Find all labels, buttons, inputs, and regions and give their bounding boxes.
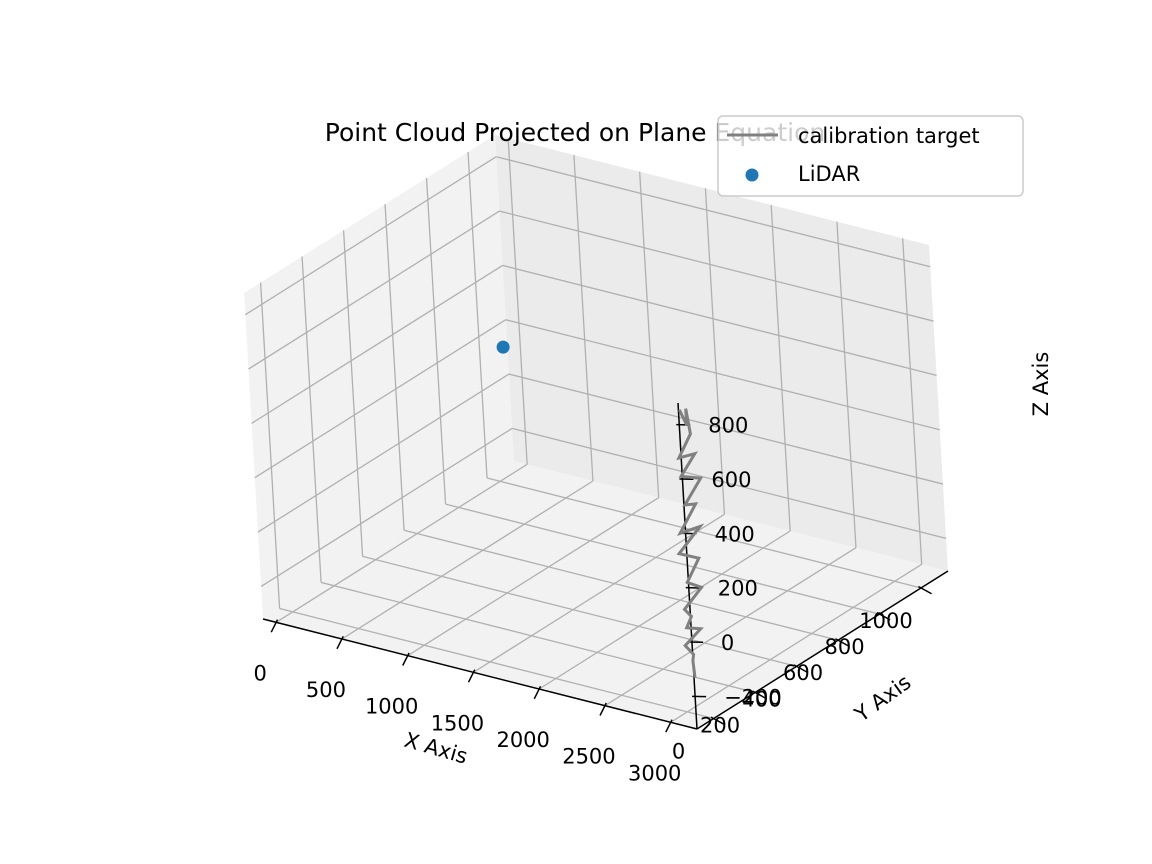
y-tick-mark xyxy=(876,611,891,621)
legend-frame xyxy=(717,115,1024,197)
z-grid-back xyxy=(499,210,934,322)
y-grid-left xyxy=(425,178,447,505)
x-tick-label: 500 xyxy=(306,678,346,702)
back-wall-pane xyxy=(495,135,948,571)
x-grid-back xyxy=(639,171,660,498)
y-grid-floor xyxy=(403,529,839,641)
z-tick-label: 400 xyxy=(715,522,755,546)
y-tick-mark xyxy=(793,664,808,673)
x-grid-floor xyxy=(604,547,857,707)
y-grid-left xyxy=(301,256,322,583)
z-grid-left xyxy=(254,319,507,479)
x-tick-label: 1000 xyxy=(365,695,418,719)
z-tick-label: 200 xyxy=(718,577,758,601)
x-grid-floor xyxy=(341,480,594,640)
y-grid-floor xyxy=(362,555,797,667)
grid-lines xyxy=(244,138,947,723)
x-grid-back xyxy=(836,221,857,548)
x-tick-label: 3000 xyxy=(628,761,681,785)
x-tick-mark xyxy=(402,652,410,666)
x-tick-mark xyxy=(270,619,279,633)
z-tick-label: 600 xyxy=(711,468,751,492)
y-tick-label: 0 xyxy=(672,740,685,764)
z-grid-back xyxy=(508,373,944,485)
x-grid-floor xyxy=(407,497,660,657)
y-axis-label: Y Axis xyxy=(850,670,916,727)
x-tick-mark xyxy=(665,719,673,733)
y-tick-label: 800 xyxy=(824,635,864,659)
data-series xyxy=(496,340,705,678)
y-tick-mark xyxy=(752,690,766,699)
y-grid-left xyxy=(467,151,488,479)
z-axis-label: Z Axis xyxy=(1029,352,1053,417)
z-tick-label: 800 xyxy=(708,414,748,438)
z-grid-back xyxy=(511,427,947,540)
x-grid-floor xyxy=(670,563,923,723)
y-tick-mark xyxy=(918,585,932,595)
x-grid-floor xyxy=(275,463,528,623)
z-tick-label: 0 xyxy=(721,631,734,655)
x-tick-mark xyxy=(467,669,476,683)
legend-label-lidar: LiDAR xyxy=(798,162,860,186)
y-grid-left xyxy=(259,282,281,609)
x-tick-label: 2000 xyxy=(496,728,549,752)
legend-label-calibration-target: calibration target xyxy=(798,124,980,148)
y-grid-floor xyxy=(279,607,714,720)
z-grid-left xyxy=(244,156,497,316)
x-tick-mark xyxy=(599,702,607,716)
z-grid-left xyxy=(248,210,500,370)
legend-marker-swatch xyxy=(745,168,759,182)
y-grid-left xyxy=(384,204,405,531)
z-grid-left xyxy=(251,264,503,424)
z-grid-back xyxy=(505,319,940,431)
z-tick-label: −200 xyxy=(724,685,782,709)
y-tick-label: 1000 xyxy=(859,609,912,633)
x-tick-label: 0 xyxy=(253,661,266,685)
y-grid-left xyxy=(342,230,364,557)
x-grid-back xyxy=(902,238,923,565)
y-axis-line xyxy=(696,570,949,730)
x-grid-back xyxy=(704,188,726,515)
lidar-point xyxy=(496,340,510,354)
y-tick-mark xyxy=(835,638,849,647)
x-grid-back xyxy=(507,138,528,465)
z-grid-left xyxy=(257,373,510,533)
x-tick-mark xyxy=(533,685,542,700)
x-grid-back xyxy=(770,204,791,532)
axis-ticks: 0500100015002000250030000200400600800100… xyxy=(253,414,932,785)
x-grid-floor xyxy=(538,530,791,690)
y-tick-label: 400 xyxy=(742,687,782,711)
x-tick-mark xyxy=(336,635,344,650)
y-tick-label: 600 xyxy=(783,661,823,685)
z-grid-back xyxy=(502,264,937,377)
y-tick-label: 200 xyxy=(700,713,740,737)
z-grid-back xyxy=(496,156,931,268)
x-grid-back xyxy=(573,154,594,482)
x-grid-floor xyxy=(473,513,725,673)
y-grid-floor xyxy=(445,503,880,615)
y-grid-floor xyxy=(320,581,756,694)
x-tick-label: 1500 xyxy=(431,711,484,735)
x-tick-label: 2500 xyxy=(562,745,615,769)
y-tick-mark xyxy=(710,716,725,725)
legend: calibration target LiDAR xyxy=(717,115,1024,197)
y-grid-floor xyxy=(486,477,922,589)
calibration-target-line xyxy=(676,408,705,678)
z-grid-left xyxy=(260,427,513,587)
x-axis-line xyxy=(262,618,698,730)
